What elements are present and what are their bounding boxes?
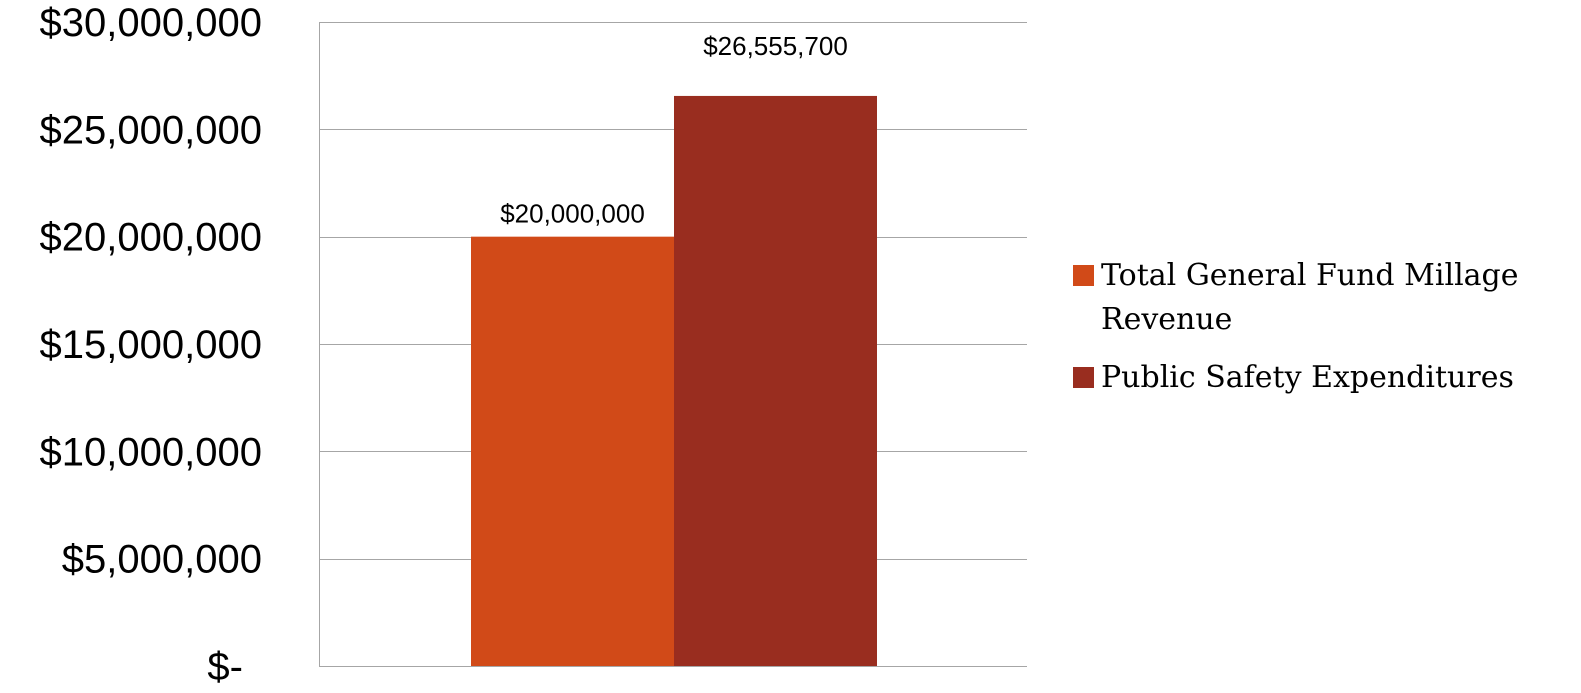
bar-public-safety-expenditures [674,95,877,667]
y-tick-label: $15,000,000 [40,323,262,367]
y-tick-label: $30,000,000 [40,1,262,45]
y-tick-label: $10,000,000 [40,430,262,474]
y-axis-ticks: $- $5,000,000 $10,000,000 $15,000,000 $20,00… [40,1,262,689]
bar-general-fund-revenue [471,236,674,666]
legend-label: Public Safety Expenditures [1101,360,1514,395]
data-labels: $20,000,000 $26,555,700 [500,31,848,229]
y-tick-label: $25,000,000 [40,108,262,152]
legend-label: Total General Fund Millage [1101,258,1519,293]
legend-label: Revenue [1101,302,1232,337]
y-tick-label: $- [207,645,243,689]
y-tick-label: $5,000,000 [62,538,262,582]
data-label: $26,555,700 [703,31,848,61]
data-label: $20,000,000 [500,199,645,229]
bars [471,95,877,667]
legend: Total General Fund Millage Revenue Public … [1073,258,1519,395]
legend-swatch [1073,265,1094,286]
y-tick-label: $20,000,000 [40,216,262,260]
legend-swatch [1073,367,1094,388]
